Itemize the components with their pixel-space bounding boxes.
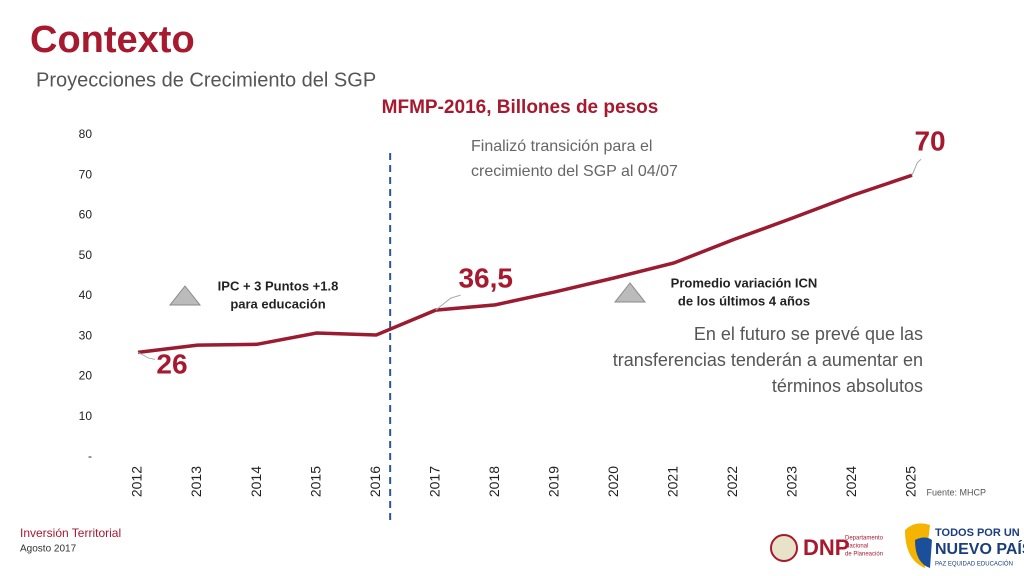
x-tick-label: 2020 xyxy=(605,466,621,497)
x-tick-label: 2024 xyxy=(843,466,859,497)
seal xyxy=(770,534,798,562)
annotation: crecimiento del SGP al 04/07 xyxy=(471,163,678,180)
annotation: IPC + 3 Puntos +1.8 xyxy=(218,278,339,293)
logo-text: NUEVO PAÍS xyxy=(935,539,1024,558)
logo-text: Nacional xyxy=(845,544,868,550)
data-label: 26 xyxy=(156,349,187,380)
y-tick-label: 50 xyxy=(79,248,93,262)
marker-triangle xyxy=(613,282,647,303)
x-tick-label: 2023 xyxy=(784,466,800,497)
y-tick-label: 40 xyxy=(79,288,93,302)
logo-text: DNP xyxy=(803,535,849,560)
footer-date: Agosto 2017 xyxy=(20,544,77,555)
annotation: de los últimos 4 años xyxy=(678,293,810,308)
data-label: 36,5 xyxy=(458,262,513,293)
leader-line xyxy=(137,351,156,360)
y-tick-label: 70 xyxy=(79,167,93,181)
footer-org: Inversión Territorial xyxy=(20,526,121,540)
annotation: para educación xyxy=(230,296,325,311)
slide-subtitle: Proyecciones de Crecimiento del SGP xyxy=(36,69,376,91)
annotation: Promedio variación ICN xyxy=(671,275,818,290)
y-tick-label: 30 xyxy=(79,328,93,342)
logo-text: Departamento xyxy=(845,536,884,542)
y-tick-label: 60 xyxy=(79,208,93,222)
x-tick-label: 2017 xyxy=(426,466,442,497)
logo-text: PAZ EQUIDAD EDUCACIÓN xyxy=(935,561,1013,568)
x-tick-label: 2016 xyxy=(367,466,383,497)
x-tick-label: 2012 xyxy=(129,466,145,497)
x-tick-label: 2014 xyxy=(248,466,264,497)
x-tick-label: 2013 xyxy=(188,466,204,497)
marker-triangle xyxy=(168,285,202,306)
x-tick-label: 2018 xyxy=(486,466,502,497)
x-tick-label: 2021 xyxy=(665,466,681,497)
x-tick-label: 2025 xyxy=(903,466,919,497)
line-series xyxy=(137,173,913,355)
logo-shape xyxy=(915,537,932,568)
x-tick-label: 2019 xyxy=(545,466,561,497)
y-tick-label: 80 xyxy=(79,127,93,141)
slide-title: Contexto xyxy=(30,19,195,61)
y-tick-label: 20 xyxy=(79,369,93,383)
leader-line xyxy=(911,158,922,176)
annotation: transferencias tenderán a aumentar en xyxy=(613,350,923,370)
data-label: 70 xyxy=(914,126,945,157)
y-tick-label: 10 xyxy=(79,409,93,423)
nuevo-pais-logo: TODOS POR UN NUEVO PAÍS PAZ EQUIDAD EDUC… xyxy=(905,523,1024,568)
leader-line xyxy=(435,294,461,311)
annotation: En el futuro se prevé que las xyxy=(694,324,923,344)
logo-text: de Planeación xyxy=(845,552,883,558)
y-tick-label: - xyxy=(88,449,92,463)
dnp-logo: DNP Departamento Nacional de Planeación xyxy=(770,534,884,562)
source: Fuente: MHCP xyxy=(926,487,986,497)
chart: - 10 20 30 40 50 60 70 80 2012 2013 2014 2015 2016 201… xyxy=(79,126,946,520)
x-tick-label: 2015 xyxy=(307,466,323,497)
annotation: Finalizó transición para el xyxy=(471,138,652,155)
x-tick-label: 2022 xyxy=(724,466,740,497)
logo-text: TODOS POR UN xyxy=(935,527,1020,539)
annotation: términos absolutos xyxy=(772,376,923,396)
chart-title: MFMP-2016, Billones de pesos xyxy=(382,97,659,118)
